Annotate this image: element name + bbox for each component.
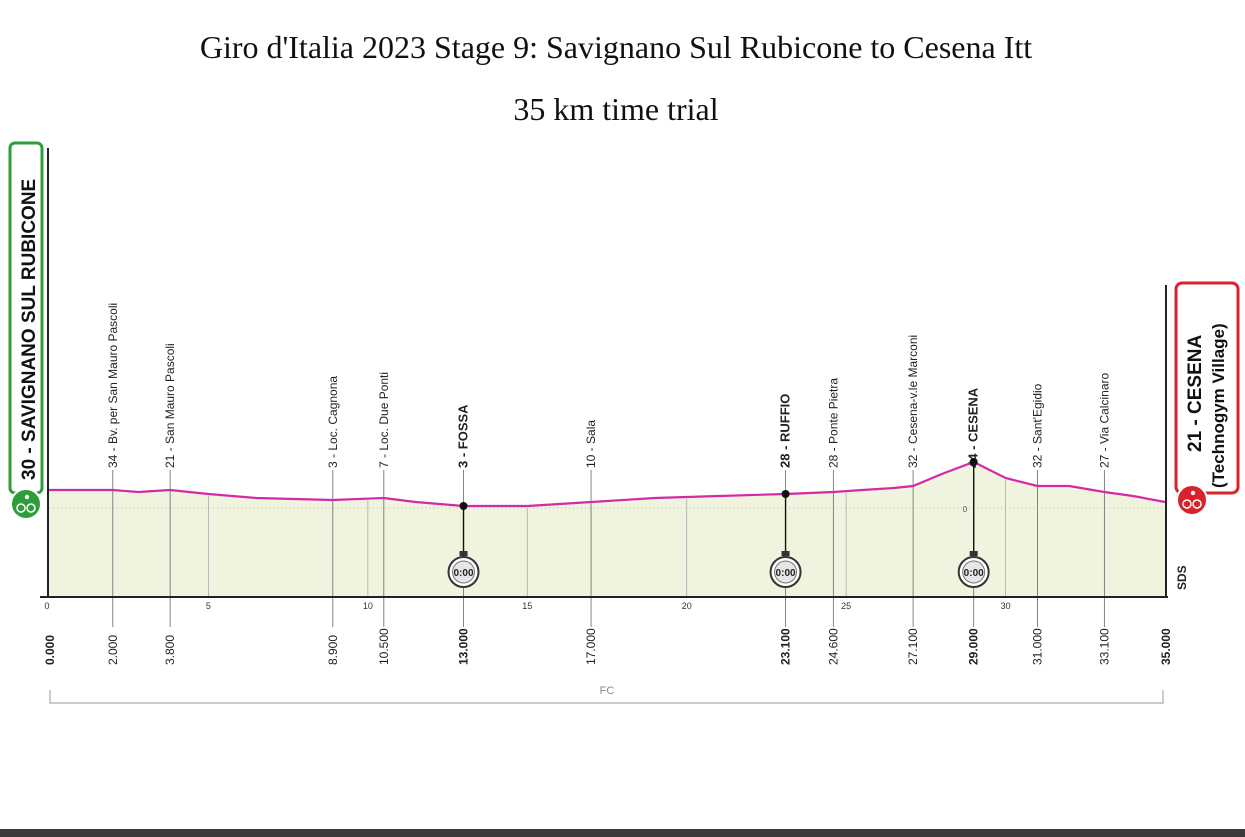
x-tick-label: 25 <box>841 601 851 611</box>
finish-label: 21 - CESENA <box>1185 335 1206 452</box>
cyclist-finish-icon-wheel <box>1182 499 1192 509</box>
waypoint-label: 3 - FOSSA <box>456 404 471 468</box>
waypoint-label: 32 - Sant'Egidio <box>1030 383 1044 468</box>
x-tick-label: 10 <box>363 601 373 611</box>
waypoint-km-label: 29.000 <box>967 628 981 665</box>
waypoint-label: 21 - San Mauro Pascoli <box>163 343 177 468</box>
stopwatch-crown <box>781 551 790 556</box>
flat-finish-bracket <box>49 690 1164 704</box>
waypoint-km-label: 8.900 <box>326 635 340 665</box>
waypoint-label: 28 - Ponte Pietra <box>826 378 840 468</box>
waypoint-label: 32 - Cesena-v.le Marconi <box>906 335 920 468</box>
cyclist-start-icon-head <box>24 494 30 500</box>
cyclist-finish-icon-head <box>1190 490 1196 496</box>
profile-area <box>49 462 1165 597</box>
waypoint-label: 3 - Loc. Cagnona <box>326 376 340 468</box>
waypoint-km-label: 10.500 <box>377 628 391 665</box>
finish-box <box>1174 281 1240 495</box>
intermediate-time-label: 0:00 <box>454 568 474 579</box>
cyclist-start-icon <box>10 488 42 520</box>
cyclist-finish-icon-wheel <box>1192 499 1202 509</box>
timing-point <box>781 490 790 498</box>
x-tick-label: 20 <box>682 601 692 611</box>
x-tick-label: 5 <box>206 601 211 611</box>
waypoint-km-label: 33.100 <box>1097 628 1111 665</box>
intermediate-time-label: 0:00 <box>776 568 796 579</box>
stopwatch-face <box>962 560 986 584</box>
timing-point <box>459 502 468 510</box>
waypoint-km-label: 31.000 <box>1030 628 1044 665</box>
cyclist-finish-icon <box>1176 484 1208 516</box>
waypoint-km-label: 3.800 <box>163 635 177 665</box>
chart-subtitle: 35 km time trial <box>513 91 719 127</box>
start-km-label: 0.000 <box>43 635 57 665</box>
waypoint-km-label: 2.000 <box>106 635 120 665</box>
stopwatch-face <box>774 560 798 584</box>
waypoint-label: 27 - Via Calcinaro <box>1097 373 1111 468</box>
waypoint-km-label: 17.000 <box>584 628 598 665</box>
waypoint-km-label: 27.100 <box>906 628 920 665</box>
zero-label: 0 <box>963 505 968 514</box>
waypoint-km-label: 13.000 <box>457 628 471 665</box>
waypoint-km-label: 24.600 <box>826 628 840 665</box>
profile-line <box>49 460 1166 508</box>
finish-km-label: 35.000 <box>1159 628 1173 665</box>
waypoint-label: 34 - Bv. per San Mauro Pascoli <box>106 303 120 468</box>
waypoint-label: 10 - Sala <box>584 420 598 468</box>
x-tick-label: 15 <box>522 601 532 611</box>
timing-point <box>969 458 978 466</box>
start-label: 30 - SAVIGNANO SUL RUBICONE <box>19 179 40 480</box>
cyclist-start-icon-wheel <box>26 503 36 513</box>
stopwatch-face <box>452 560 476 584</box>
stopwatch-crown <box>459 551 468 556</box>
waypoint-label: 44 - CESENA <box>966 387 981 468</box>
x-tick-label: 30 <box>1001 601 1011 611</box>
finish-sublabel: (Technogym Village) <box>1209 323 1228 488</box>
window-bottom-bar <box>0 829 1245 837</box>
sds-label: SDS <box>1175 565 1189 590</box>
waypoint-label: 28 - RUFFIO <box>778 394 793 468</box>
x-tick-label: 0 <box>44 601 49 611</box>
chart-title: Giro d'Italia 2023 Stage 9: Savignano Su… <box>199 29 1033 65</box>
waypoint-km-label: 23.100 <box>779 628 793 665</box>
flat-finish-label: FC <box>600 685 615 697</box>
cyclist-start-icon-wheel <box>16 503 26 513</box>
waypoint-label: 7 - Loc. Due Ponti <box>377 372 391 468</box>
intermediate-time-label: 0:00 <box>964 568 984 579</box>
stopwatch-crown <box>969 551 978 556</box>
